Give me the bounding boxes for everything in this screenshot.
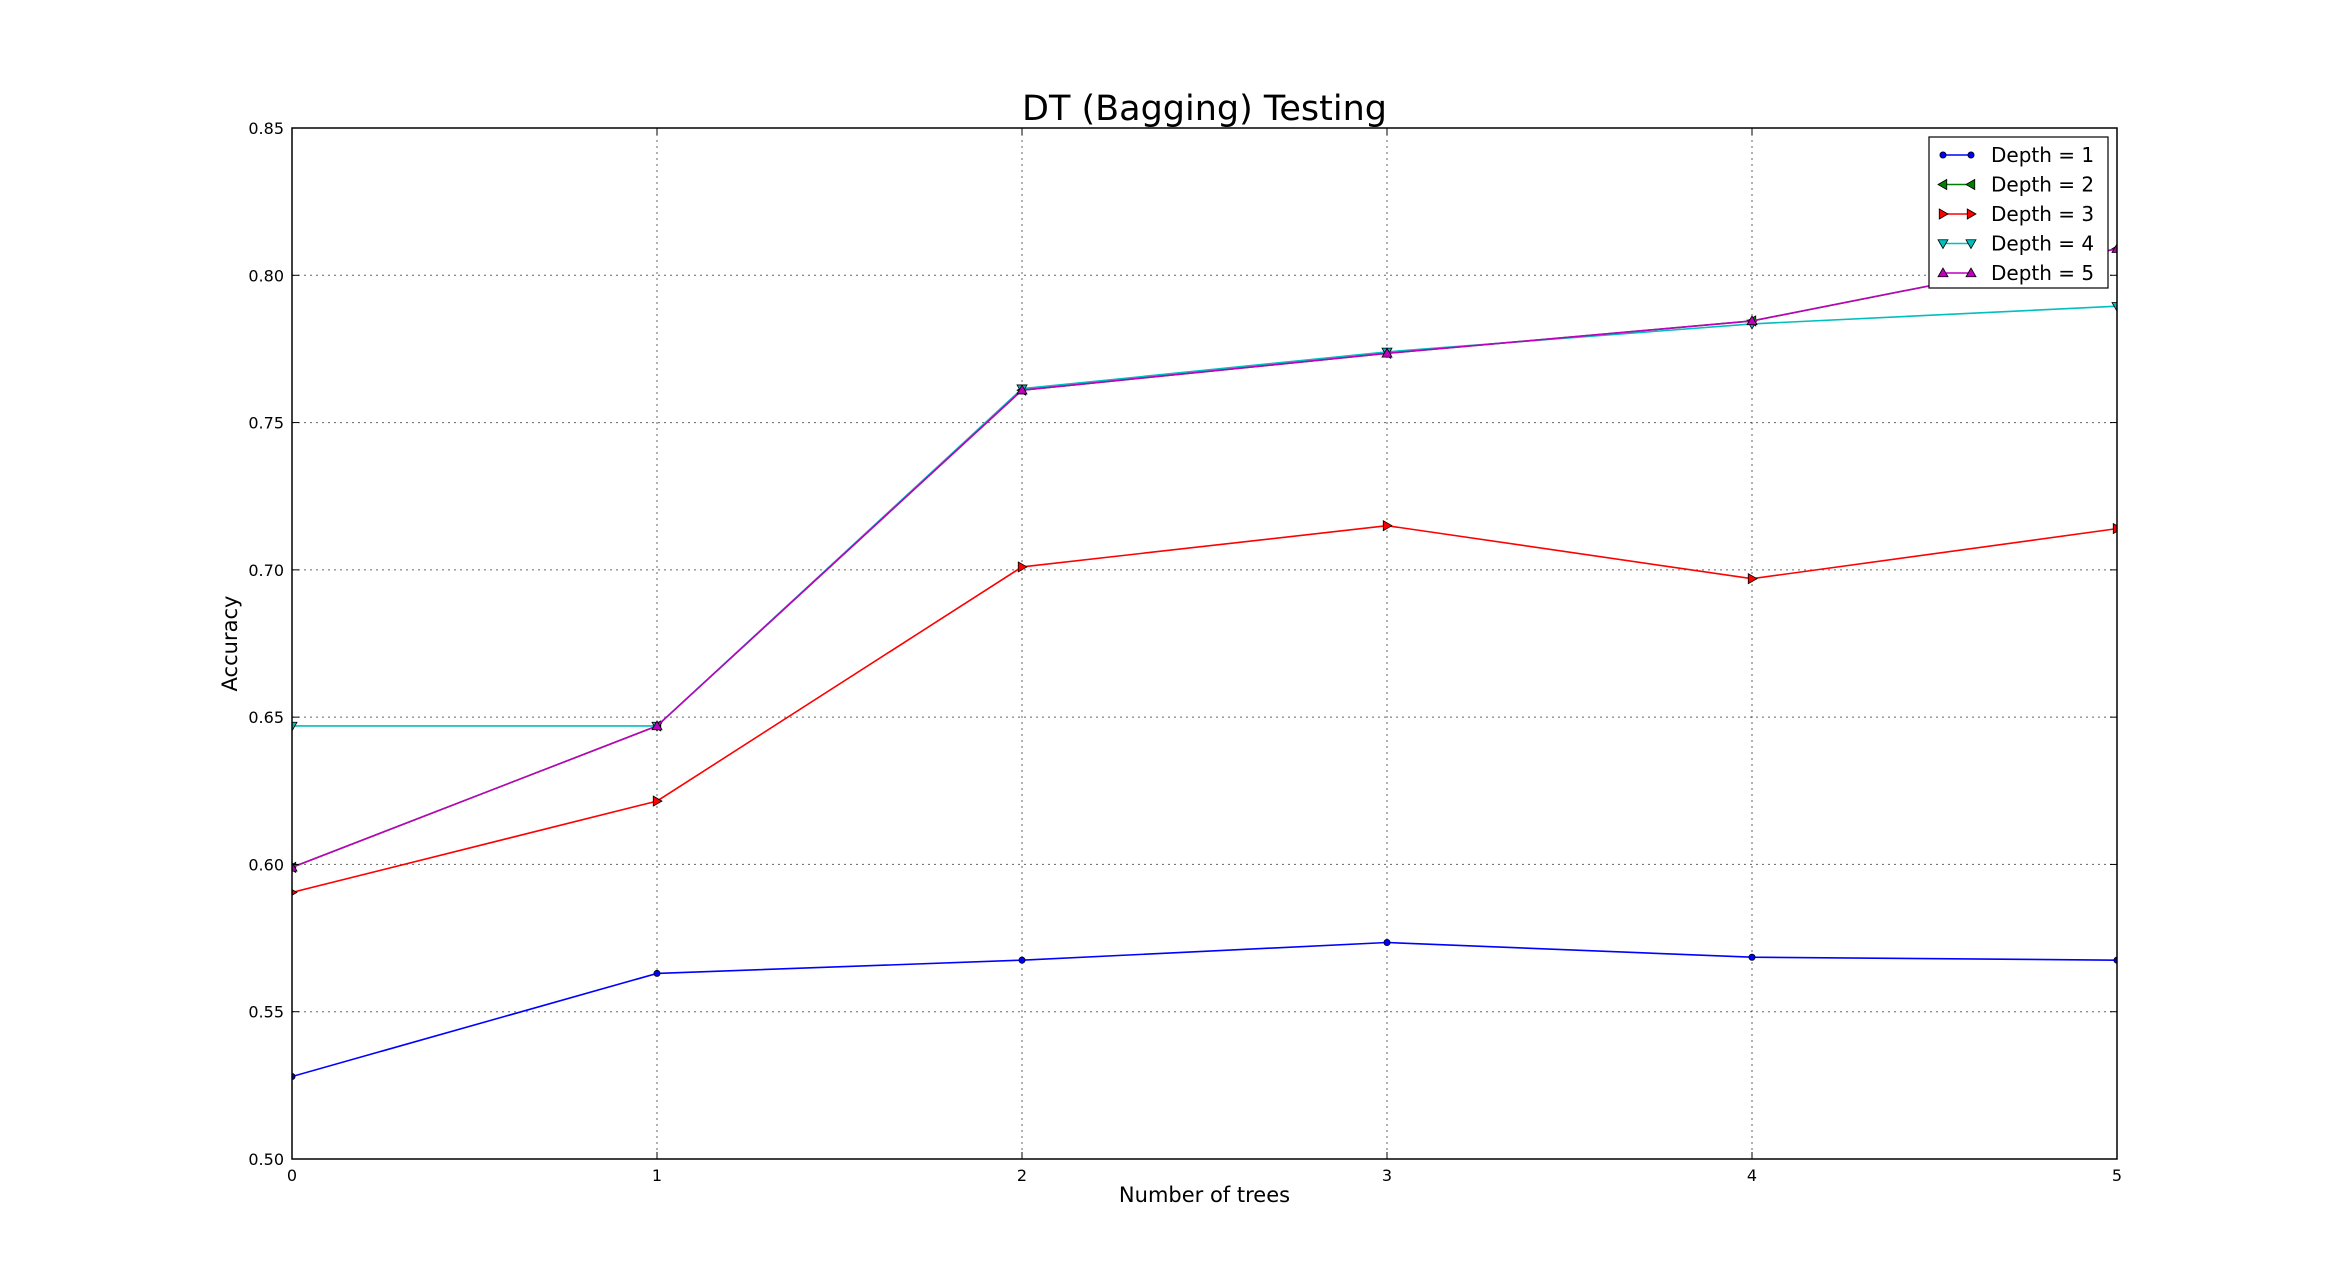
legend-marker (1965, 267, 1977, 278)
legend-marker (1967, 151, 1975, 159)
ticks: 0 1 2 3 4 5 0.50 0.55 0.60 0.65 0.70 0.75 0.80 0.85 (248, 119, 2122, 1185)
data-point (1017, 561, 1028, 573)
y-tick-label: 0.85 (248, 119, 284, 138)
y-tick-label: 0.60 (248, 855, 284, 874)
data-point (1016, 384, 1028, 395)
legend-label: Depth = 1 (1991, 143, 2094, 167)
series-1 (292, 938, 2117, 1081)
y-tick-label: 0.50 (248, 1150, 284, 1169)
legend-entry: Depth = 1 (1939, 143, 2094, 167)
legend-marker (1939, 151, 1947, 159)
series-3 (292, 519, 2117, 896)
series-group (292, 242, 2117, 1081)
x-axis-label: Number of trees (1119, 1183, 1290, 1207)
x-tick-label: 1 (652, 1166, 662, 1185)
legend-entry: Depth = 2 (1937, 173, 2094, 197)
y-tick-label: 0.80 (248, 266, 284, 285)
data-point (1383, 938, 1391, 946)
legend-entry: Depth = 4 (1937, 232, 2094, 256)
legend-label: Depth = 3 (1991, 202, 2094, 226)
data-point (653, 969, 661, 977)
data-point (651, 720, 663, 731)
series-line (292, 247, 2117, 869)
series-5 (292, 242, 2117, 872)
x-tick-label: 2 (1017, 1166, 1027, 1185)
series-line (292, 524, 2117, 894)
x-tick-label: 0 (287, 1166, 297, 1185)
y-tick-label: 0.70 (248, 561, 284, 580)
x-tick-label: 5 (2112, 1166, 2122, 1185)
legend-label: Depth = 2 (1991, 173, 2094, 197)
y-tick-label: 0.75 (248, 414, 284, 433)
legend-marker (1937, 178, 1948, 191)
data-point (1381, 347, 1393, 358)
legend: Depth = 1 Depth = 2 Depth = 3 Depth = 4 Dept… (1928, 136, 2109, 289)
data-point (1748, 953, 1756, 961)
data-point (1382, 519, 1393, 532)
y-tick-label: 0.55 (248, 1003, 284, 1022)
legend-marker (1965, 239, 1977, 250)
data-point (2112, 522, 2117, 535)
y-tick-label: 0.65 (248, 708, 284, 727)
grid-lines (292, 128, 2117, 1159)
x-tick-label: 3 (1382, 1166, 1392, 1185)
series-line (292, 941, 2117, 1078)
legend-marker (1938, 208, 1949, 220)
legend-entry: Depth = 5 (1937, 261, 2094, 285)
series-2 (292, 245, 2117, 874)
data-point (652, 795, 663, 807)
data-point (1018, 956, 1026, 964)
legend-marker (1937, 267, 1949, 278)
series-line (292, 305, 2117, 727)
legend-marker (1966, 208, 1977, 220)
series-4 (292, 302, 2117, 732)
legend-label: Depth = 5 (1991, 261, 2094, 285)
chart-title: DT (Bagging) Testing (1022, 89, 1387, 129)
data-point (292, 1073, 296, 1081)
data-point (1746, 315, 1758, 326)
series-line (292, 247, 2117, 869)
data-point (292, 721, 298, 732)
legend-box (1928, 136, 2109, 289)
data-point (1747, 573, 1758, 585)
legend-marker (1965, 178, 1976, 191)
legend-marker (1937, 239, 1949, 250)
x-tick-label: 4 (1747, 1166, 1757, 1185)
y-axis-label: Accuracy (218, 596, 242, 692)
legend-label: Depth = 4 (1991, 232, 2094, 256)
data-point (2111, 302, 2117, 313)
legend-entry: Depth = 3 (1938, 202, 2094, 226)
plot-frame (291, 127, 2118, 1160)
data-point (2111, 242, 2117, 253)
